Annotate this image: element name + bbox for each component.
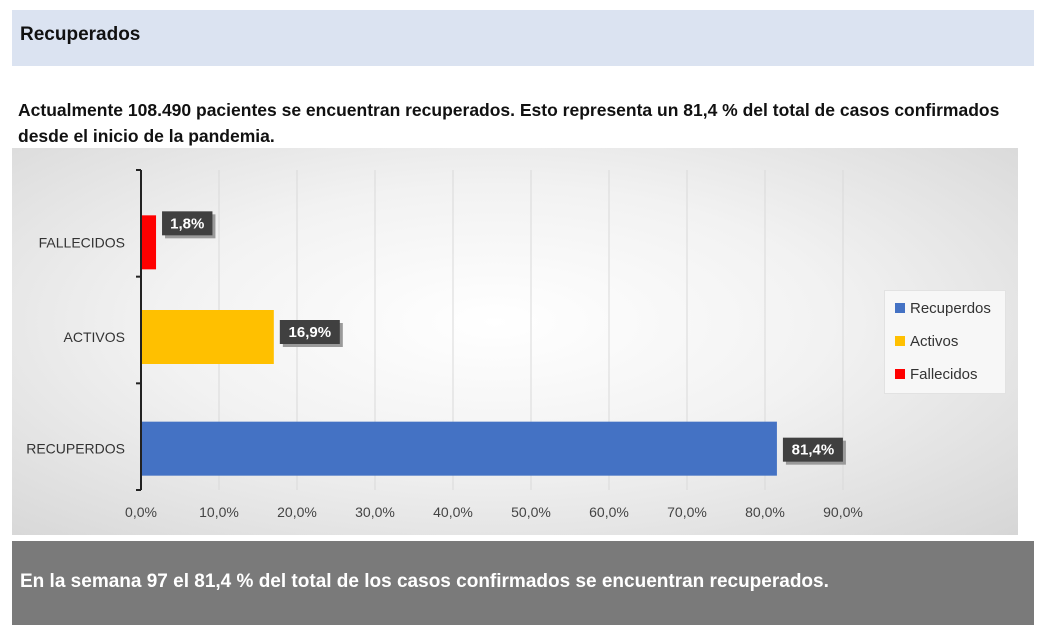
x-tick-label: 40,0%: [433, 504, 473, 520]
data-label: 16,9%: [289, 324, 332, 341]
bar: [142, 310, 274, 364]
data-label-box: [162, 211, 213, 236]
x-tick-label: 0,0%: [125, 504, 157, 520]
legend-label: Activos: [910, 333, 959, 350]
legend-item: Activos: [895, 333, 958, 353]
section-header-band: [12, 10, 1034, 66]
chart-legend: Recuperdos Activos Fallecidos: [884, 290, 1006, 394]
bar-chart: 0,0% 10,0% 20,0% 30,0% 40,0% 50,0% 60,0% 70,0% 8…: [26, 169, 863, 520]
legend-item: Fallecidos: [895, 366, 978, 386]
intro-paragraph: Actualmente 108.490 pacientes se encuent…: [18, 100, 1000, 146]
category-label: ACTIVOS: [64, 329, 125, 345]
x-tick-label: 20,0%: [277, 504, 317, 520]
legend-swatch: [895, 303, 905, 313]
data-label-box: [279, 320, 340, 344]
category-label: RECUPERDOS: [26, 441, 125, 457]
legend-swatch: [895, 336, 905, 346]
bar: [142, 215, 157, 270]
section-title: Recuperados: [20, 24, 141, 45]
footer-summary: En la semana 97 el 81,4 % del total de l…: [20, 571, 829, 592]
legend-label: Recuperdos: [910, 300, 991, 317]
bar: [142, 421, 777, 476]
legend-swatch: [895, 369, 905, 379]
data-label: 1,8%: [170, 215, 204, 232]
x-tick-label: 80,0%: [745, 504, 785, 520]
data-label-box: [782, 437, 843, 462]
x-tick-label: 90,0%: [823, 504, 863, 520]
legend-item: Recuperdos: [895, 300, 991, 320]
x-tick-label: 50,0%: [511, 504, 551, 520]
chart-area: 0,0% 10,0% 20,0% 30,0% 40,0% 50,0% 60,0% 70,0% 8…: [12, 148, 1018, 535]
legend-label: Fallecidos: [910, 366, 978, 383]
category-label: FALLECIDOS: [39, 234, 125, 250]
x-tick-label: 70,0%: [667, 504, 707, 520]
footer-band: [12, 541, 1034, 625]
x-tick-label: 30,0%: [355, 504, 395, 520]
data-label: 81,4%: [792, 442, 835, 459]
x-tick-label: 60,0%: [589, 504, 629, 520]
x-tick-label: 10,0%: [199, 504, 239, 520]
